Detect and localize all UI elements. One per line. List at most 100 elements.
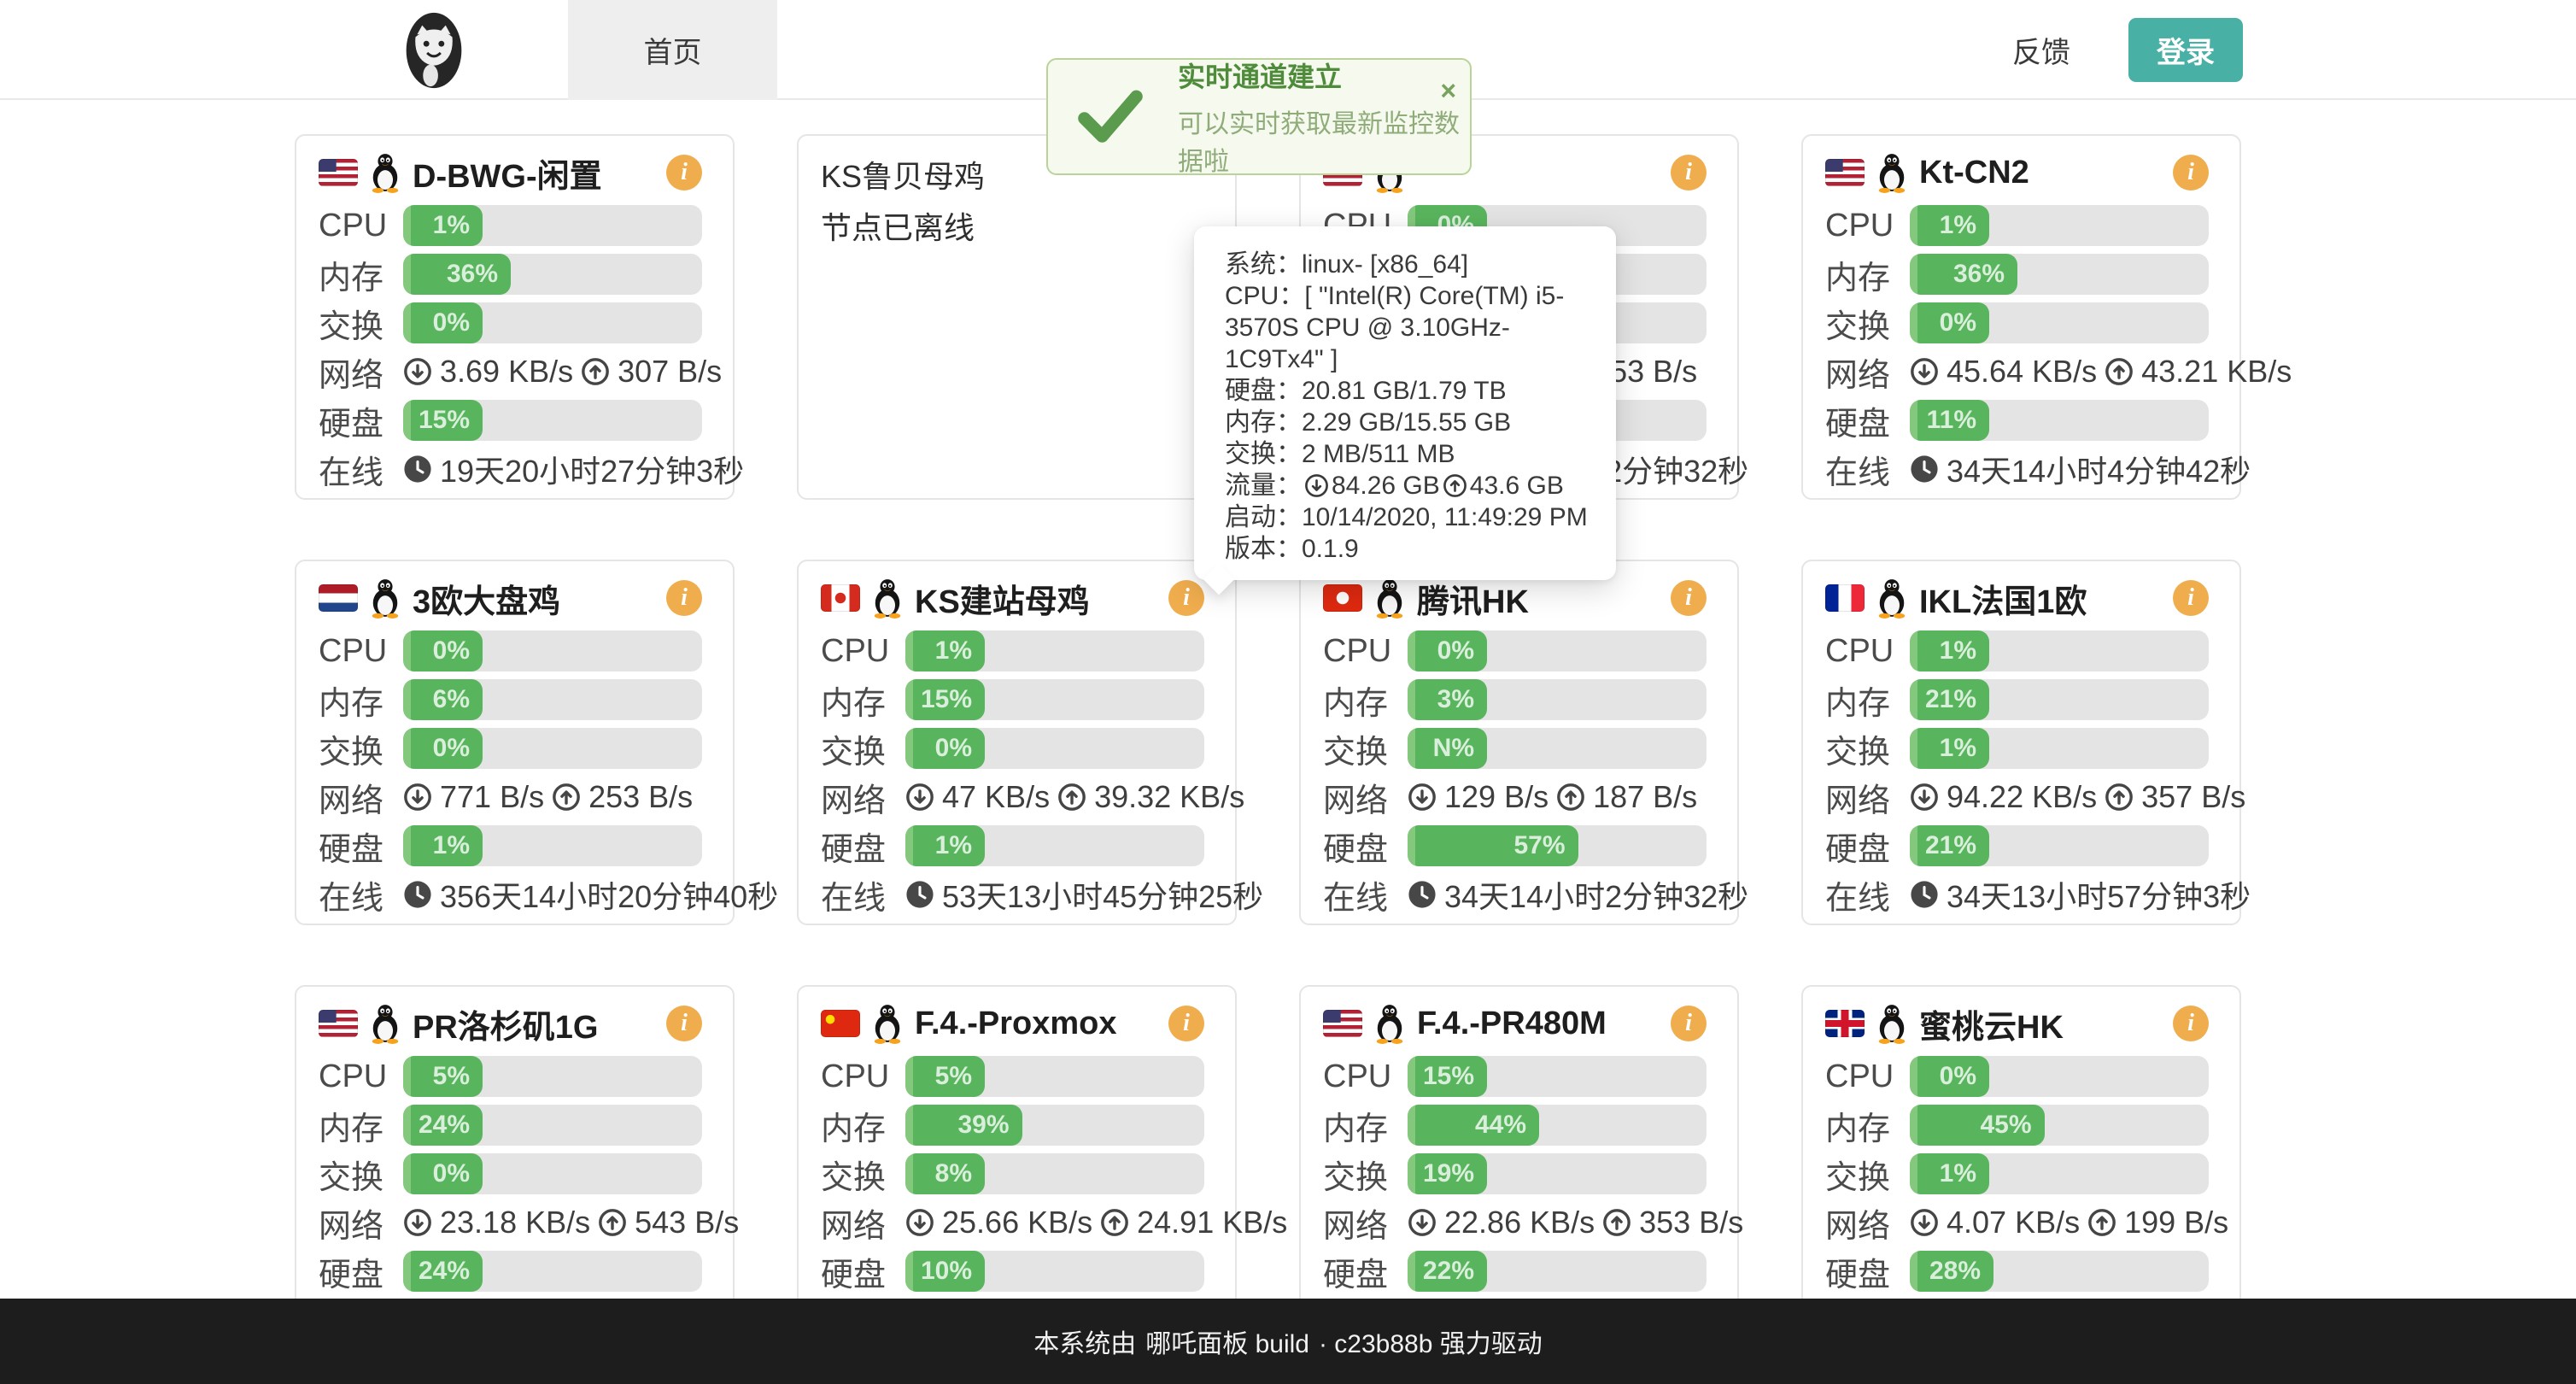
swap-progress-bar: 0% [403,728,702,769]
linux-os-icon [1373,1003,1406,1044]
memory-label: 内存 [319,1111,384,1147]
swap-progress-fill: 0% [1910,302,1989,343]
cpu-percent: 1% [1939,211,1976,239]
server-name: F.4.-Proxmox [915,1005,1117,1041]
header-actions: 反馈 登录 [2012,0,2243,100]
info-icon[interactable]: i [1168,1006,1204,1041]
swap-percent: 1% [1939,1159,1976,1188]
cpu-row: CPU 15% [1323,1056,1707,1097]
swap-progress-fill: 0% [403,1153,483,1194]
server-info-tooltip: 系统：linux- [x86_64] CPU：[ "Intel(R) Core(… [1194,226,1616,580]
swap-progress-bar: 0% [905,728,1204,769]
disk-row: 硬盘 1% [821,825,1204,868]
net-download-value: 45.64 KB/s [1947,354,2098,389]
download-circle-icon [1911,783,1938,811]
toast-title: 实时通道建立 [1178,62,1343,92]
server-card-11: 蜜桃云HK i CPU 0% 内存 45% 交换 1% 网络 [1801,985,2241,1351]
swap-progress-fill: 0% [403,302,483,343]
server-card-4: 3欧大盘鸡 i CPU 0% 内存 6% 交换 0% 网络 [295,560,778,925]
disk-percent: 57% [1513,831,1566,859]
memory-row: 内存 24% [319,1105,702,1147]
network-row: 网络 3.69 KB/s 307 B/s [319,351,722,394]
cpu-progress-bar: 1% [1910,630,2209,671]
toast-message: 可以实时获取最新监控数据啦 [1178,110,1460,176]
disk-row: 硬盘 15% [319,400,702,443]
memory-row: 内存 6% [319,679,702,722]
cpu-progress-bar: 1% [1910,205,2209,246]
cpu-percent: 15% [1422,1062,1474,1090]
cpu-progress-bar: 1% [403,205,702,246]
upload-circle-icon [582,358,609,385]
swap-progress-bar: 19% [1408,1153,1707,1194]
net-upload-value: 543 B/s [635,1205,740,1240]
memory-percent: 39% [957,1111,1010,1139]
disk-percent: 28% [1929,1257,1981,1285]
footer-link[interactable]: 哪吒面板 build [1145,1330,1309,1358]
disk-progress-fill: 11% [1910,400,1989,441]
swap-label: 交换 [821,734,887,771]
swap-row: 交换 0% [821,728,1204,771]
login-button[interactable]: 登录 [2128,18,2243,82]
cpu-progress-fill: 15% [1408,1056,1487,1097]
memory-percent: 3% [1437,685,1474,713]
uptime-row: 在线 19天20小时27分钟3秒 [319,449,744,491]
clock-icon [906,881,934,908]
memory-progress-fill: 3% [1408,679,1487,720]
network-values: 771 B/s 253 B/s [403,779,702,815]
server-name: Kt-CN2 [1919,154,2029,191]
net-upload-value: 43.21 KB/s [2141,354,2292,389]
info-icon[interactable]: i [1671,1006,1707,1041]
memory-progress-fill: 39% [905,1105,1022,1146]
download-circle-icon [404,783,431,811]
net-download-value: 94.22 KB/s [1947,779,2098,814]
disk-progress-bar: 22% [1408,1251,1707,1292]
info-icon[interactable]: i [2173,1006,2209,1041]
memory-progress-fill: 24% [403,1105,483,1146]
memory-progress-bar: 6% [403,679,702,720]
info-icon[interactable]: i [2173,580,2209,616]
memory-progress-bar: 45% [1910,1105,2209,1146]
memory-progress-fill: 36% [403,254,511,295]
cpu-progress-bar: 1% [905,630,1204,671]
site-logo-avatar[interactable] [391,9,477,92]
disk-label: 硬盘 [319,1257,384,1293]
uptime-value-wrap: 34天13小时57分钟3秒 [1910,872,2251,917]
info-icon[interactable]: i [666,580,702,616]
tab-home[interactable]: 首页 [568,0,777,100]
close-icon[interactable]: × [1440,75,1456,106]
info-icon[interactable]: i [2173,155,2209,191]
cpu-row: CPU 0% [319,630,702,671]
cpu-row: CPU 0% [1323,630,1707,671]
cpu-progress-bar: 0% [1910,1056,2209,1097]
info-icon[interactable]: i [666,155,702,191]
feedback-link[interactable]: 反馈 [2012,37,2070,69]
uptime-label: 在线 [1825,454,1891,491]
uptime-value-wrap: 356天14小时20分钟40秒 [403,872,778,917]
cpu-row: CPU 1% [319,205,702,246]
info-icon[interactable]: i [666,1006,702,1041]
swap-progress-fill: 1% [1910,728,1989,769]
cpu-progress-bar: 15% [1408,1056,1707,1097]
upload-circle-icon [1557,783,1584,811]
linux-os-icon [1876,152,1908,193]
swap-label: 交换 [1323,734,1389,771]
tooltip-swap: 交换：2 MB/511 MB [1225,440,1455,468]
info-icon[interactable]: i [1168,580,1204,616]
cpu-label: CPU [821,1058,890,1094]
country-flag-icon [821,584,860,612]
server-name: D-BWG-闲置 [413,158,602,195]
card-title-row: 3欧大盘鸡 i [319,573,702,623]
info-icon[interactable]: i [1671,580,1707,616]
info-icon[interactable]: i [1671,155,1707,191]
swap-label: 交换 [319,734,384,771]
linux-os-icon [1876,578,1908,619]
footer-text-prefix: 本系统由 [1033,1330,1137,1358]
download-circle-icon [404,358,431,385]
cpu-percent: 0% [1939,1062,1976,1090]
net-upload-value: 24.91 KB/s [1137,1205,1288,1240]
uptime-value: 356天14小时20分钟40秒 [440,879,779,914]
upload-circle-icon [2105,783,2133,811]
memory-label: 内存 [821,1111,887,1147]
disk-progress-bar: 15% [403,400,702,441]
upload-circle-icon [1101,1209,1128,1236]
